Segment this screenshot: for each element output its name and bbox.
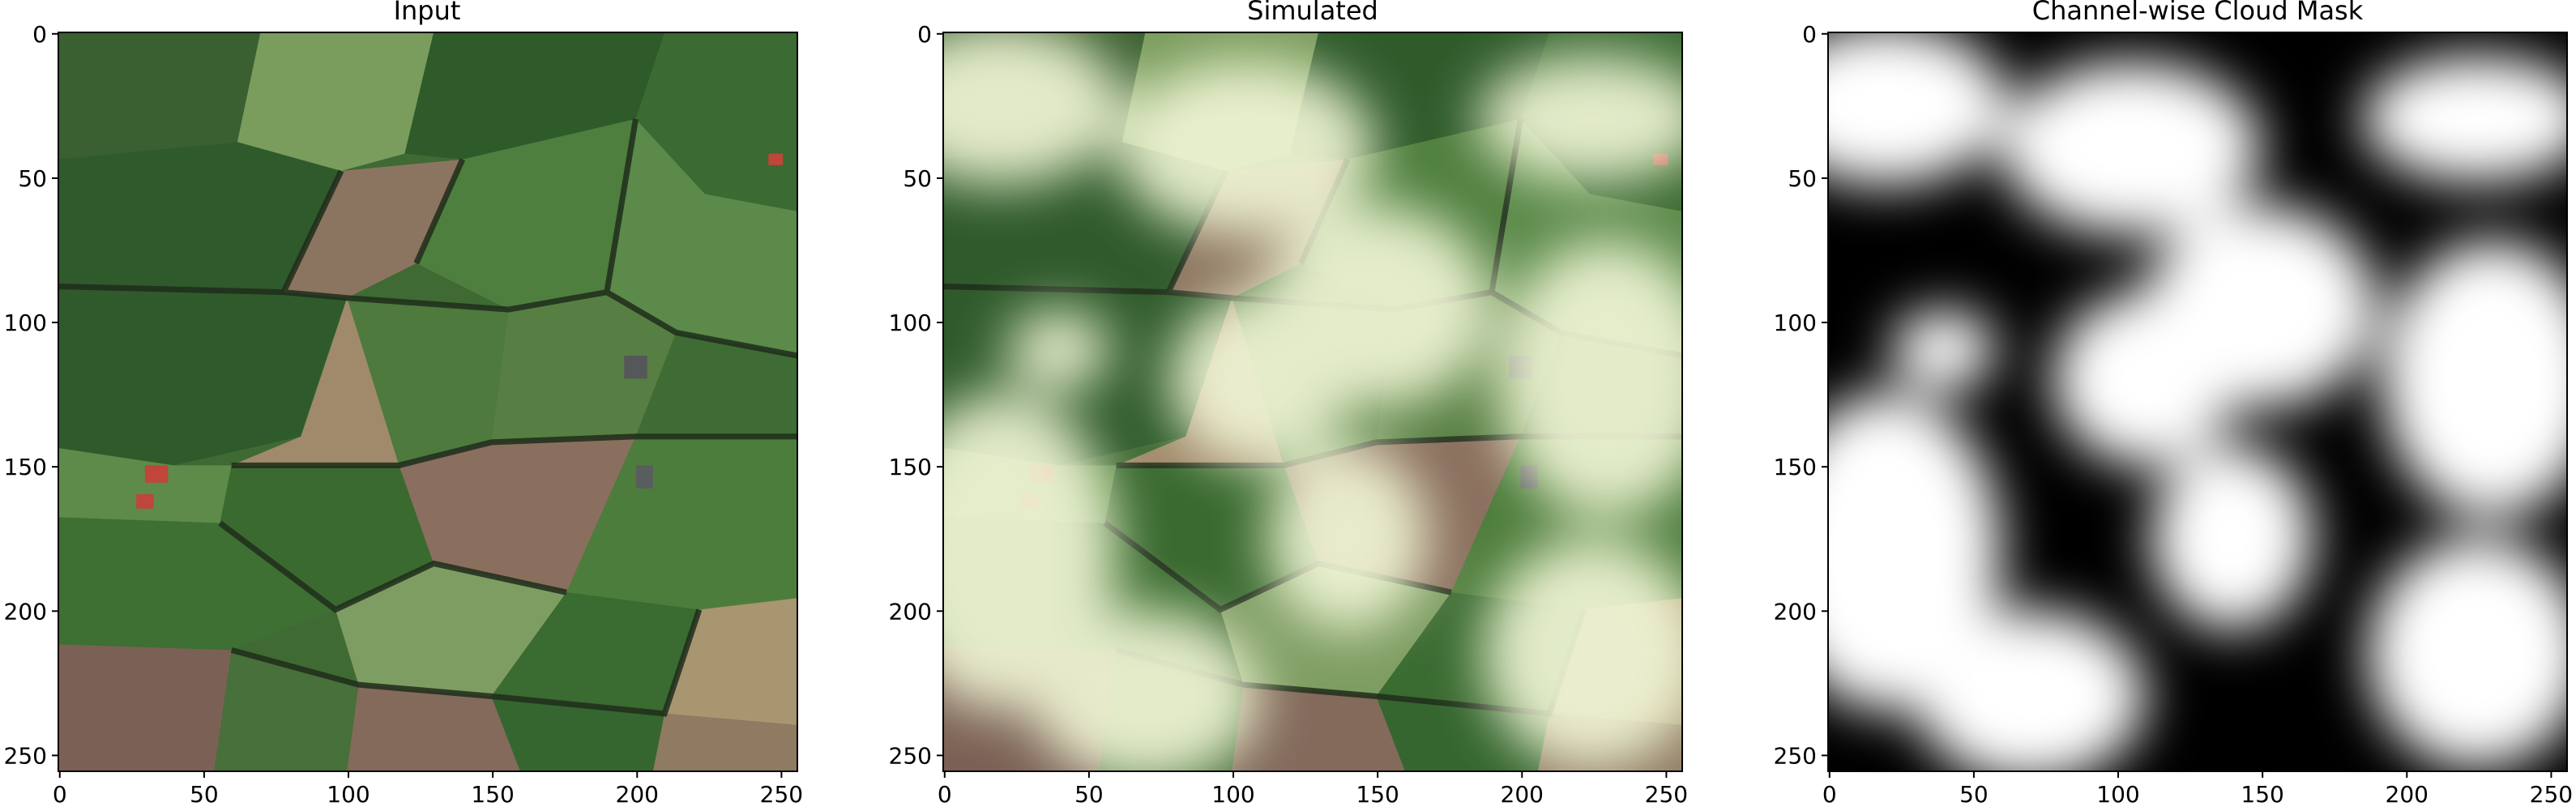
x-tick-label: 200 — [2386, 781, 2429, 808]
y-tick-label: 150 — [4, 454, 47, 480]
y-tick-label: 250 — [4, 742, 47, 769]
x-tick-label: 250 — [1645, 781, 1688, 808]
x-tick-label: 50 — [1959, 781, 1989, 808]
y-tick-label: 50 — [903, 165, 932, 192]
panel-title: Channel-wise Cloud Mask — [2032, 0, 2364, 26]
x-tick-label: 150 — [471, 781, 514, 808]
y-tick-label: 100 — [4, 309, 47, 336]
y-tick-label: 50 — [18, 165, 47, 192]
x-tick-label: 100 — [327, 781, 370, 808]
x-tick-label: 200 — [616, 781, 659, 808]
y-tick-label: 200 — [1774, 598, 1817, 625]
y-tick-label: 100 — [1774, 309, 1817, 336]
y-tick-label: 0 — [1802, 21, 1817, 48]
x-tick-label: 250 — [760, 781, 803, 808]
panel-title: Input — [394, 0, 461, 26]
y-tick-label: 200 — [4, 598, 47, 625]
x-tick-label: 200 — [1501, 781, 1544, 808]
y-tick-label: 200 — [889, 598, 932, 625]
y-tick-label: 150 — [1774, 454, 1817, 480]
panel-mask: Channel-wise Cloud Mask 0 50 100 150 200 2500… — [1774, 0, 2574, 808]
x-tick-label: 100 — [1211, 781, 1254, 808]
y-tick-label: 250 — [889, 742, 932, 769]
x-tick-label: 250 — [2530, 781, 2573, 808]
y-tick-label: 250 — [1774, 742, 1817, 769]
axes-frame — [58, 32, 798, 772]
x-tick-label: 100 — [2096, 781, 2139, 808]
x-tick-label: 50 — [190, 781, 219, 808]
panel-title: Simulated — [1247, 0, 1378, 26]
x-tick-label: 50 — [1074, 781, 1104, 808]
y-tick-label: 50 — [1788, 165, 1817, 192]
y-tick-label: 100 — [889, 309, 932, 336]
y-tick-label: 150 — [889, 454, 932, 480]
x-tick-label: 150 — [2241, 781, 2283, 808]
x-tick-label: 0 — [938, 781, 952, 808]
x-tick-label: 0 — [53, 781, 67, 808]
cloud-mask-image — [1828, 32, 2567, 771]
x-tick-label: 150 — [1356, 781, 1399, 808]
input-image — [58, 32, 797, 771]
axes-frame — [942, 32, 1683, 772]
x-tick-label: 0 — [1822, 781, 1837, 808]
y-tick-label: 0 — [32, 21, 47, 48]
axes-frame — [1827, 32, 2568, 772]
simulated-image — [943, 32, 1682, 771]
y-tick-label: 0 — [917, 21, 932, 48]
